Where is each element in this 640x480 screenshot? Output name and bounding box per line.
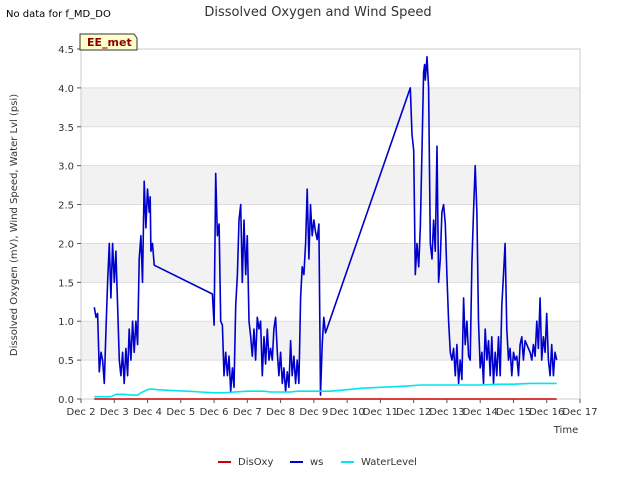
grid-band: [81, 126, 580, 166]
grid-band: [81, 321, 580, 361]
grid-band: [81, 243, 580, 283]
x-tick-label: Dec 11: [363, 407, 398, 418]
x-tick-label: Dec 14: [463, 407, 498, 418]
x-tick-label: Dec 15: [496, 407, 531, 418]
x-tick-label: Dec 6: [200, 407, 229, 418]
grid-band: [81, 49, 580, 88]
x-tick-label: Dec 8: [266, 407, 295, 418]
legend-label-ws: ws: [310, 457, 323, 468]
grid-band: [81, 360, 580, 399]
x-tick-label: Dec 3: [100, 407, 129, 418]
badge-box: [79, 33, 138, 51]
grid-band: [81, 165, 580, 205]
y-axis: 0.0 0.5 1.0 1.5 2.0 2.5 3.0 3.5 4.0 4.5: [58, 45, 81, 406]
x-tick-label: Dec 10: [330, 407, 365, 418]
x-tick-label: Dec 4: [133, 407, 162, 418]
x-tick-label: Dec 5: [166, 407, 195, 418]
x-axis: Dec 2 Dec 3 Dec 4 Dec 5 Dec 6 Dec 7 Dec 8 Dec 9…: [67, 399, 598, 418]
y-axis-title: Dissolved Oxygen (mV), Wind Speed, Water…: [9, 94, 20, 356]
y-tick-label: 2.0: [58, 239, 74, 250]
legend-label-disoxy: DisOxy: [238, 457, 273, 468]
ee-met-badge: EE_met: [79, 33, 138, 51]
y-tick-label: 0.0: [58, 395, 74, 406]
legend-label-waterlevel: WaterLevel: [361, 457, 417, 468]
y-tick-label: 4.5: [58, 45, 74, 56]
y-tick-label: 3.5: [58, 123, 74, 134]
y-tick-label: 1.0: [58, 317, 74, 328]
x-tick-label: Dec 12: [396, 407, 431, 418]
grid-band: [81, 204, 580, 244]
series-line-waterlevel: [94, 382, 557, 398]
grid-bands: [81, 48, 580, 400]
y-tick-label: 1.5: [58, 278, 74, 289]
x-tick-label: Dec 16: [529, 407, 564, 418]
legend: DisOxy ws WaterLevel: [218, 457, 417, 468]
x-tick-label: Dec 2: [67, 407, 96, 418]
grid-band: [81, 282, 580, 322]
badge-label: EE_met: [87, 36, 132, 49]
x-tick-label: Dec 13: [429, 407, 464, 418]
x-tick-label: Dec 9: [299, 407, 328, 418]
y-tick-label: 2.5: [58, 201, 74, 212]
series-line-ws: [93, 56, 558, 396]
chart-title: Dissolved Oxygen and Wind Speed: [204, 5, 431, 20]
x-tick-label: Dec 17: [562, 407, 597, 418]
grid-band: [81, 87, 580, 127]
series-layer: [93, 56, 558, 400]
y-tick-label: 3.0: [58, 162, 74, 173]
no-data-note: No data for f_MD_DO: [6, 9, 111, 20]
y-tick-label: 0.5: [58, 356, 74, 367]
y-tick-label: 4.0: [58, 84, 74, 95]
x-axis-title: Time: [553, 425, 578, 436]
x-tick-label: Dec 7: [233, 407, 262, 418]
